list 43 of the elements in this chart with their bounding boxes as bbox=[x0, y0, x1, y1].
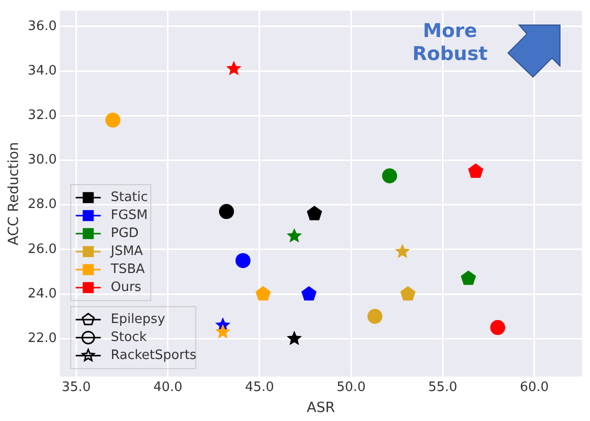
legend-label: JSMA bbox=[110, 244, 144, 259]
point bbox=[490, 320, 506, 336]
x-tick-label: 35.0 bbox=[62, 380, 91, 395]
x-axis-title: ASR bbox=[306, 400, 336, 416]
point bbox=[215, 324, 230, 338]
point bbox=[226, 60, 242, 76]
point bbox=[219, 204, 234, 220]
point bbox=[286, 330, 302, 346]
y-tick-label: 34.0 bbox=[28, 63, 57, 78]
y-tick-label: 22.0 bbox=[28, 331, 57, 346]
x-tick-label: 50.0 bbox=[336, 380, 366, 395]
legend-label: RacketSports bbox=[110, 348, 197, 363]
y-tick-label: 30.0 bbox=[28, 152, 57, 168]
point bbox=[367, 308, 382, 324]
legend-label: TSBA bbox=[110, 262, 145, 277]
point bbox=[235, 253, 250, 268]
y-axis-title: ACC Reduction bbox=[6, 142, 22, 246]
y-tick-label: 24.0 bbox=[28, 286, 57, 302]
legend-label: Static bbox=[110, 190, 148, 205]
y-tick-label: 28.0 bbox=[28, 197, 57, 212]
x-tick-label: 60.0 bbox=[520, 380, 549, 395]
point bbox=[400, 286, 416, 301]
point bbox=[301, 286, 317, 301]
point bbox=[394, 244, 410, 258]
point bbox=[105, 112, 120, 128]
annotation: More Robust bbox=[411, 20, 489, 66]
y-tick-label: 26.0 bbox=[28, 242, 57, 257]
legend-label: PGD bbox=[110, 226, 139, 241]
point bbox=[382, 168, 398, 184]
legend-label: Epilepsy bbox=[110, 312, 166, 327]
x-tick-label: 40.0 bbox=[153, 380, 182, 395]
point bbox=[286, 228, 302, 243]
point bbox=[256, 286, 271, 301]
point bbox=[306, 206, 322, 220]
y-tick-label: 32.0 bbox=[28, 108, 57, 124]
legend-label: FGSM bbox=[110, 208, 148, 223]
point bbox=[460, 270, 476, 285]
point bbox=[468, 163, 484, 178]
legend-label: Ours bbox=[110, 280, 142, 295]
legend-label: Stock bbox=[110, 330, 148, 345]
y-tick-label: 36.0 bbox=[28, 18, 57, 34]
x-tick-label: 55.0 bbox=[428, 380, 458, 395]
x-tick-label: 45.0 bbox=[245, 380, 274, 395]
